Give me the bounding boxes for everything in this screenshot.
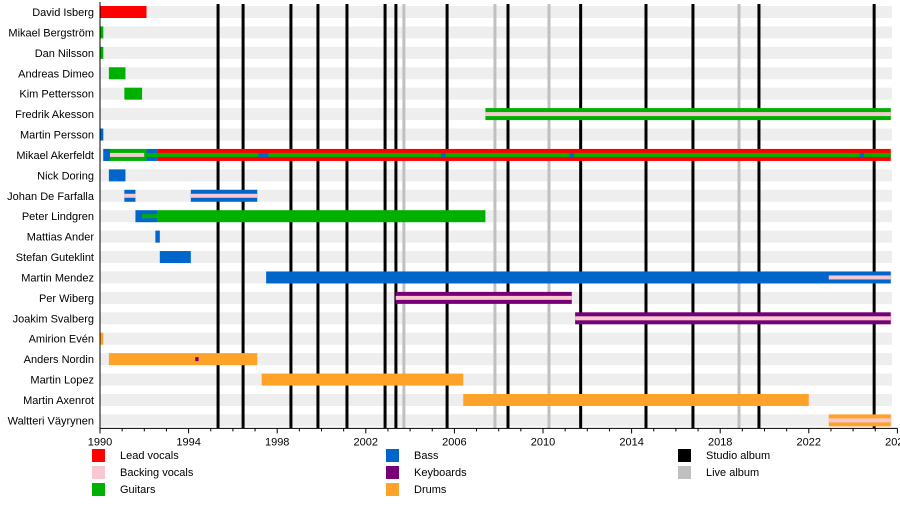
bar-backing-vocals <box>395 295 572 300</box>
bar-bass <box>441 152 446 157</box>
member-name: Peter Lindgren <box>22 211 94 223</box>
legend-swatch-studio-album <box>678 449 691 462</box>
member-name: Per Wiberg <box>39 293 94 305</box>
x-tick-label: 1998 <box>265 436 289 448</box>
x-tick-label: 2026 <box>885 436 900 448</box>
legend-label-backing-vocals: Backing vocals <box>120 467 194 479</box>
legend-label-guitars: Guitars <box>120 484 156 496</box>
member-name: Fredrik Akesson <box>15 109 94 121</box>
bar-guitars <box>124 87 143 100</box>
bar-backing-vocals <box>485 112 891 117</box>
bar-guitars <box>144 152 158 157</box>
bar-bass <box>155 230 160 243</box>
legend-swatch-keyboards <box>386 466 399 479</box>
bar-drums <box>463 393 809 406</box>
bar-bass <box>159 251 191 264</box>
member-name: Martin Mendez <box>21 272 94 284</box>
member-name: Stefan Guteklint <box>16 252 94 264</box>
legend-label-bass: Bass <box>414 450 439 462</box>
member-name: Andreas Dimeo <box>18 68 94 80</box>
bar-guitars <box>100 46 104 59</box>
legend-label-drums: Drums <box>414 484 447 496</box>
bar-bass <box>859 152 865 157</box>
legend-swatch-backing-vocals <box>92 466 105 479</box>
bar-bass <box>108 169 126 182</box>
bar-backing-vocals <box>828 275 891 280</box>
member-name: Nick Doring <box>37 170 94 182</box>
bar-backing-vocals <box>190 193 258 198</box>
bar-guitars <box>157 210 486 223</box>
member-name: Mattias Ander <box>27 232 95 244</box>
legend-label-live-album: Live album <box>706 467 759 479</box>
bar-backing-vocals <box>575 316 891 321</box>
x-tick-label: 1994 <box>176 436 200 448</box>
x-tick-label: 1990 <box>88 436 112 448</box>
member-name: Mikael Bergström <box>8 27 94 39</box>
bar-backing-vocals <box>828 418 891 423</box>
member-name: Dan Nilsson <box>35 48 94 60</box>
bar-guitars <box>108 67 126 80</box>
member-name: Martin Lopez <box>30 375 94 387</box>
member-name: Anders Nordin <box>24 354 94 366</box>
member-name: David Isberg <box>32 7 94 19</box>
member-bars <box>100 6 891 427</box>
legend-label-studio-album: Studio album <box>706 450 770 462</box>
bar-keyboards <box>195 357 199 362</box>
legend-swatch-bass <box>386 449 399 462</box>
member-name: Martin Persson <box>20 130 94 142</box>
legend-label-keyboards: Keyboards <box>414 467 467 479</box>
legend-swatch-guitars <box>92 483 105 496</box>
member-name: Amirion Evén <box>29 334 94 346</box>
legend-swatch-lead-vocals <box>92 449 105 462</box>
member-name: Johan De Farfalla <box>7 191 95 203</box>
bar-drums <box>108 353 258 366</box>
legend-swatch-live-album <box>678 466 691 479</box>
x-tick-label: 2002 <box>354 436 378 448</box>
x-tick-label: 2018 <box>708 436 732 448</box>
x-tick-label: 2022 <box>797 436 821 448</box>
bar-drums <box>100 332 104 345</box>
x-tick-label: 2014 <box>619 436 643 448</box>
bar-guitars <box>157 152 891 157</box>
member-name: Martin Axenrot <box>23 395 94 407</box>
x-tick-label: 2006 <box>442 436 466 448</box>
x-tick-label: 2010 <box>531 436 555 448</box>
bar-bass <box>258 152 269 157</box>
bar-drums <box>261 373 464 386</box>
bar-bass <box>266 271 891 284</box>
bar-guitars <box>142 214 158 219</box>
member-labels: David Isberg Mikael Bergström Dan Nilsson A… <box>7 7 95 427</box>
bar-backing-vocals <box>109 152 145 157</box>
legend: Lead vocals Backing vocals Guitars Bass Keyb… <box>92 449 770 496</box>
bar-bass <box>103 148 110 161</box>
legend-label-lead-vocals: Lead vocals <box>120 450 179 462</box>
member-name: Joakim Svalberg <box>13 313 94 325</box>
bar-backing-vocals <box>124 193 136 198</box>
x-axis: 1990 1994 1998 2002 2006 2010 2014 2018 2022 2026 <box>88 2 900 448</box>
member-name: Kim Pettersson <box>19 89 94 101</box>
member-name: Mikael Akerfeldt <box>16 150 94 162</box>
member-name: Waltteri Väyrynen <box>8 415 94 427</box>
bar-bass <box>100 128 104 141</box>
bar-bass <box>569 152 575 157</box>
bar-guitars <box>100 26 104 39</box>
bar-lead-vocals <box>100 6 147 18</box>
legend-swatch-drums <box>386 483 399 496</box>
